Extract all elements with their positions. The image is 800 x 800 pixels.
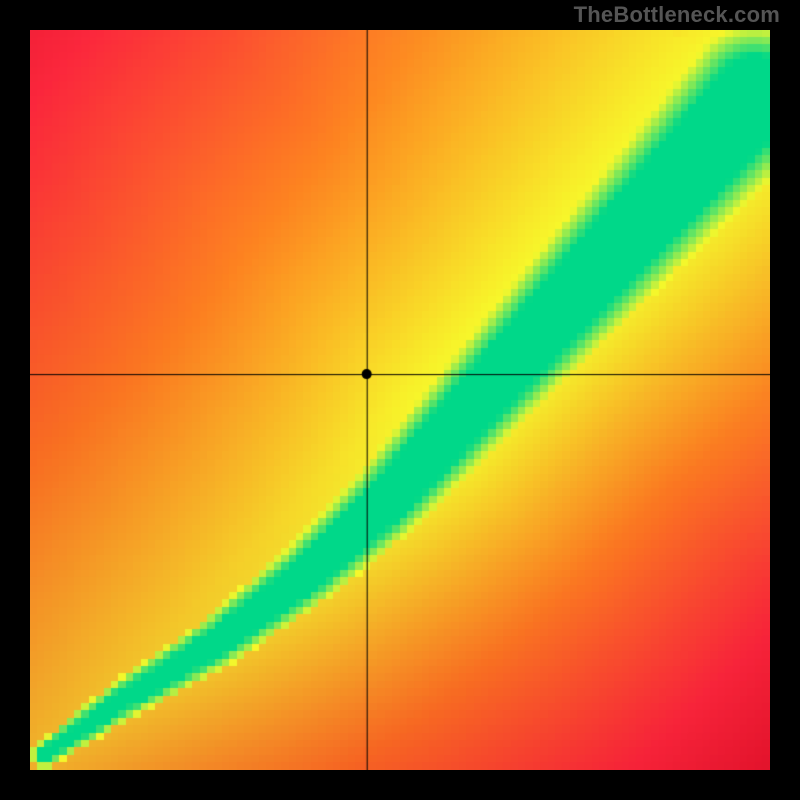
bottleneck-heatmap — [30, 30, 770, 770]
watermark-text: TheBottleneck.com — [574, 2, 780, 28]
chart-container: TheBottleneck.com — [0, 0, 800, 800]
